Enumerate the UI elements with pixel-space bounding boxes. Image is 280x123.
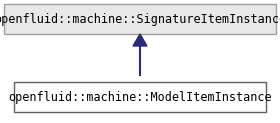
Text: openfluid::machine::SignatureItemInstance: openfluid::machine::SignatureItemInstanc…	[0, 13, 280, 25]
FancyBboxPatch shape	[14, 82, 266, 112]
FancyBboxPatch shape	[4, 4, 276, 34]
Polygon shape	[133, 34, 147, 46]
Text: openfluid::machine::ModelItemInstance: openfluid::machine::ModelItemInstance	[8, 91, 272, 103]
